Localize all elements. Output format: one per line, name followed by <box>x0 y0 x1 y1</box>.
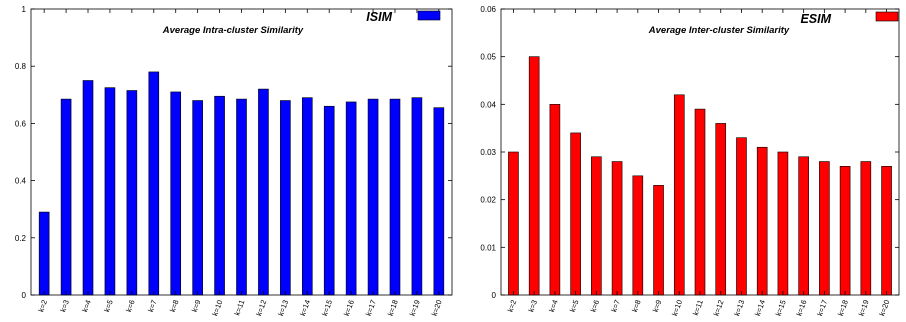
bar <box>819 161 830 296</box>
y-tick-label: 0.05 <box>480 53 496 62</box>
y-tick-label: 0.03 <box>480 148 496 157</box>
bar <box>736 137 747 296</box>
x-tick-label: k=9 <box>190 299 203 314</box>
x-tick-label: k=16 <box>342 299 356 318</box>
x-tick-label: k=12 <box>712 299 726 318</box>
x-tick-label: k=15 <box>774 299 788 318</box>
bar <box>411 97 423 296</box>
x-tick-label: k=13 <box>732 299 746 318</box>
bar <box>653 185 664 296</box>
bar <box>881 166 892 296</box>
bar <box>798 156 809 296</box>
bar <box>214 95 225 296</box>
y-tick-label: 0 <box>492 291 497 300</box>
x-tick-label: k=18 <box>836 299 850 318</box>
y-tick-label: 0.04 <box>480 100 496 109</box>
bar <box>591 156 602 296</box>
bar <box>280 100 291 296</box>
x-tick-label: k=12 <box>254 299 268 318</box>
bar <box>611 161 623 296</box>
bar <box>756 146 768 296</box>
x-tick-label: k=6 <box>589 299 602 314</box>
bar <box>345 101 357 296</box>
x-tick-label: k=13 <box>276 299 290 318</box>
bar <box>632 175 644 296</box>
bar <box>508 151 519 296</box>
bar <box>777 151 789 296</box>
x-tick-label: k=19 <box>857 299 871 318</box>
bar <box>301 97 313 296</box>
bar <box>148 71 160 296</box>
bar <box>433 107 445 296</box>
bar <box>528 56 540 296</box>
legend-label: ESIM <box>800 12 831 26</box>
y-tick-label: 0.01 <box>480 243 496 252</box>
legend-swatch <box>417 10 441 21</box>
bar <box>860 161 872 296</box>
bar <box>38 211 50 296</box>
bar <box>126 90 138 296</box>
y-tick-label: 0.6 <box>15 119 27 128</box>
x-tick-label: k=7 <box>146 299 159 314</box>
y-tick-label: 0 <box>22 291 27 300</box>
x-tick-label: k=10 <box>670 299 684 318</box>
x-tick-label: k=20 <box>430 299 444 318</box>
bar <box>839 166 851 296</box>
bar <box>82 80 94 296</box>
legend-label: ISIM <box>366 10 392 24</box>
x-tick-label: k=14 <box>753 299 767 318</box>
x-tick-label: k=5 <box>102 299 115 314</box>
x-tick-label: k=2 <box>36 299 49 314</box>
x-tick-label: k=2 <box>506 299 519 314</box>
x-tick-label: k=20 <box>877 299 891 318</box>
x-tick-label: k=7 <box>609 299 622 314</box>
bar <box>549 104 561 296</box>
x-tick-label: k=11 <box>232 299 246 317</box>
x-tick-label: k=15 <box>320 299 334 318</box>
x-tick-label: k=19 <box>408 299 422 318</box>
bar <box>323 105 335 296</box>
bar <box>236 98 247 296</box>
x-tick-label: k=17 <box>815 299 829 318</box>
bar <box>389 98 401 296</box>
x-tick-label: k=4 <box>547 299 560 314</box>
x-tick-label: k=8 <box>168 299 181 314</box>
x-tick-label: k=3 <box>58 299 71 314</box>
y-tick-label: 0.8 <box>15 62 27 71</box>
x-tick-label: k=11 <box>691 299 705 317</box>
y-tick-label: 0.4 <box>15 177 27 186</box>
y-tick-label: 0.02 <box>480 196 496 205</box>
chart-2: 0 0.01 0.02 0.03 0.04 0.05 0.06 k=2 k=3 k=4 k=5 k=6… <box>480 5 900 318</box>
x-tick-label: k=4 <box>80 299 93 314</box>
x-tick-label: k=6 <box>124 299 137 314</box>
y-tick-label: 0.2 <box>15 234 27 243</box>
chart-1: 0 0.2 0.4 0.6 0.8 1 k=2 k=3 k=4 k=5 k=6 k=7 k=8 k=9 k=… <box>15 5 453 318</box>
bar <box>673 94 685 296</box>
bar <box>367 98 379 296</box>
bar <box>570 132 581 296</box>
bar <box>170 91 182 296</box>
x-tick-label: k=3 <box>526 299 539 314</box>
x-tick-label: k=16 <box>794 299 808 318</box>
x-tick-label: k=17 <box>364 299 378 318</box>
x-tick-label: k=5 <box>568 299 581 314</box>
legend-swatch <box>875 11 899 22</box>
chart-title: Average Intra-cluster Similarity <box>162 25 304 36</box>
bar <box>60 98 72 296</box>
x-tick-label: k=18 <box>386 299 400 318</box>
bar <box>258 88 269 296</box>
bar <box>104 87 116 296</box>
bar <box>192 100 203 296</box>
x-tick-label: k=10 <box>210 299 224 318</box>
x-tick-label: k=9 <box>651 299 664 314</box>
bar <box>694 108 706 296</box>
x-tick-label: k=8 <box>630 299 643 314</box>
y-tick-label: 0.06 <box>480 5 496 14</box>
y-tick-label: 1 <box>22 5 27 14</box>
chart-title: Average Inter-cluster Similarity <box>648 25 790 36</box>
x-tick-label: k=14 <box>298 299 312 318</box>
bar <box>715 123 727 296</box>
